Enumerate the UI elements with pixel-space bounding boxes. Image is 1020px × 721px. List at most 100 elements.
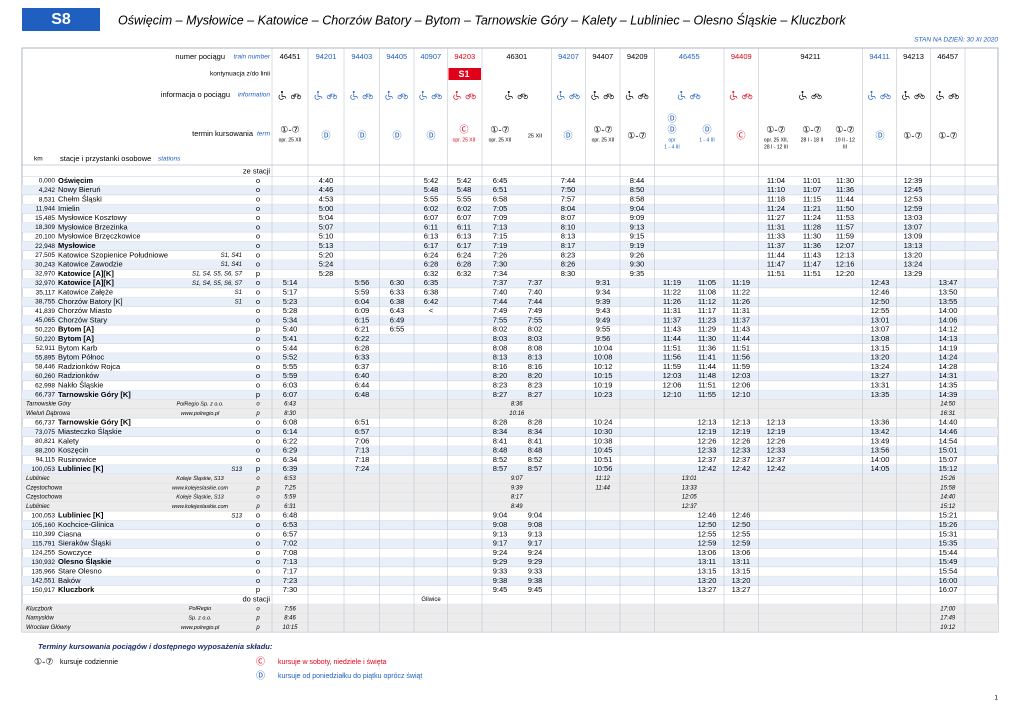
time: 12:20 [836, 269, 855, 278]
time: 8:13 [493, 353, 508, 362]
time: 11:12 [595, 476, 610, 482]
station: Olesno Śląskie [58, 557, 111, 566]
time: 6:09 [355, 306, 370, 315]
time: 12:46 [732, 511, 751, 520]
bike-icon [403, 94, 408, 100]
accessibility-icon [557, 93, 565, 100]
term-note: opr. 25 XII [592, 137, 615, 143]
time: 9:24 [493, 548, 508, 557]
time: 12:43 [871, 278, 890, 287]
time: 13:49 [871, 436, 890, 445]
time: 13:07 [871, 325, 890, 334]
accessibility-icon [625, 93, 634, 100]
time: 9:38 [493, 576, 508, 585]
arr-dep: o [256, 315, 260, 324]
km: 38,755 [35, 299, 55, 306]
arr-dep: p [256, 325, 260, 334]
bike-icon [886, 94, 891, 100]
time: 13:15 [732, 567, 751, 576]
arr-dep: p [255, 504, 260, 510]
time: 9:30 [630, 260, 645, 269]
row-bg [22, 222, 998, 233]
time: 8:03 [493, 334, 508, 343]
station: Katowice Zawodzie [58, 260, 123, 269]
time: 12:37 [698, 455, 717, 464]
time: 11:48 [698, 371, 716, 380]
arr-dep: o [256, 606, 260, 612]
row-bg [22, 241, 998, 251]
time: 12:39 [904, 176, 923, 185]
time: 10:38 [594, 436, 613, 445]
station: Kalety [58, 436, 79, 445]
arr-dep: o [256, 446, 260, 455]
time: 11:22 [663, 288, 681, 297]
time: 16:00 [939, 576, 958, 585]
accessibility-icon [799, 93, 807, 100]
km: 30,243 [35, 261, 55, 268]
term-symbol: ①-⑦ [802, 126, 821, 136]
arr-dep: o [256, 362, 260, 371]
time: 12:59 [698, 539, 717, 548]
time: 12:26 [732, 436, 751, 445]
time: 6:53 [284, 476, 296, 482]
time: 13:55 [939, 297, 958, 306]
bike-icon [811, 94, 816, 100]
time: 5:42 [424, 176, 439, 185]
bike-icon [948, 94, 953, 100]
time: 11:43 [663, 325, 681, 334]
time: 8:20 [528, 371, 543, 380]
term-note: 28 I - 18 II [801, 137, 824, 143]
time: 5:13 [319, 241, 334, 250]
station: Kochcice-Glinica [58, 520, 115, 529]
arr-dep: o [256, 185, 260, 194]
arr-dep: o [256, 495, 260, 501]
time: 10:08 [594, 353, 613, 362]
time: 14:54 [939, 436, 958, 445]
time: 9:08 [493, 520, 508, 529]
arr-dep: p [256, 390, 260, 399]
bike-icon [467, 93, 475, 98]
time: 8:46 [284, 616, 296, 622]
time: 6:02 [424, 204, 439, 213]
time: 11:07 [803, 185, 821, 194]
arr-dep: o [256, 418, 260, 427]
arr-dep: p [255, 616, 260, 622]
time: 14:31 [939, 371, 958, 380]
term-note: opr. 25 XII [489, 137, 512, 143]
time: 13:20 [904, 250, 923, 259]
bike-icon [523, 94, 528, 100]
time: 7:06 [355, 436, 370, 445]
bike-icon [744, 93, 751, 98]
time: 11:44 [698, 362, 716, 371]
arr-dep: o [256, 204, 260, 213]
carrier: Sp. z o.o. [188, 616, 211, 622]
time: 7:56 [284, 606, 296, 612]
time: 13:01 [682, 476, 697, 482]
time: 13:27 [732, 585, 751, 594]
lines: S13 [231, 467, 242, 473]
time: 9:43 [596, 306, 611, 315]
time: 11:17 [698, 306, 716, 315]
km: 32,970 [35, 271, 55, 278]
bike-icon [437, 94, 442, 100]
time: 11:51 [767, 269, 785, 278]
time: 6:13 [457, 232, 472, 241]
station: Lubliniec [K] [58, 511, 104, 520]
time: 8:17 [561, 241, 576, 250]
time: 8:13 [561, 232, 576, 241]
bike-icon [364, 93, 372, 98]
term-symbol: Ⓓ [667, 125, 676, 136]
time: 11:12 [698, 297, 716, 306]
arr-dep: o [256, 297, 260, 306]
time: 5:00 [319, 204, 334, 213]
time: 8:08 [493, 343, 508, 352]
row-bg [22, 576, 998, 586]
train-number: 94407 [592, 52, 613, 61]
carrier: www.polregio.pl [181, 625, 220, 631]
time: 8:08 [528, 343, 543, 352]
km: 130,932 [32, 559, 56, 566]
time: 6:49 [390, 315, 405, 324]
time: 5:59 [355, 288, 370, 297]
time: 11:22 [732, 288, 750, 297]
bike-icon [290, 94, 296, 100]
